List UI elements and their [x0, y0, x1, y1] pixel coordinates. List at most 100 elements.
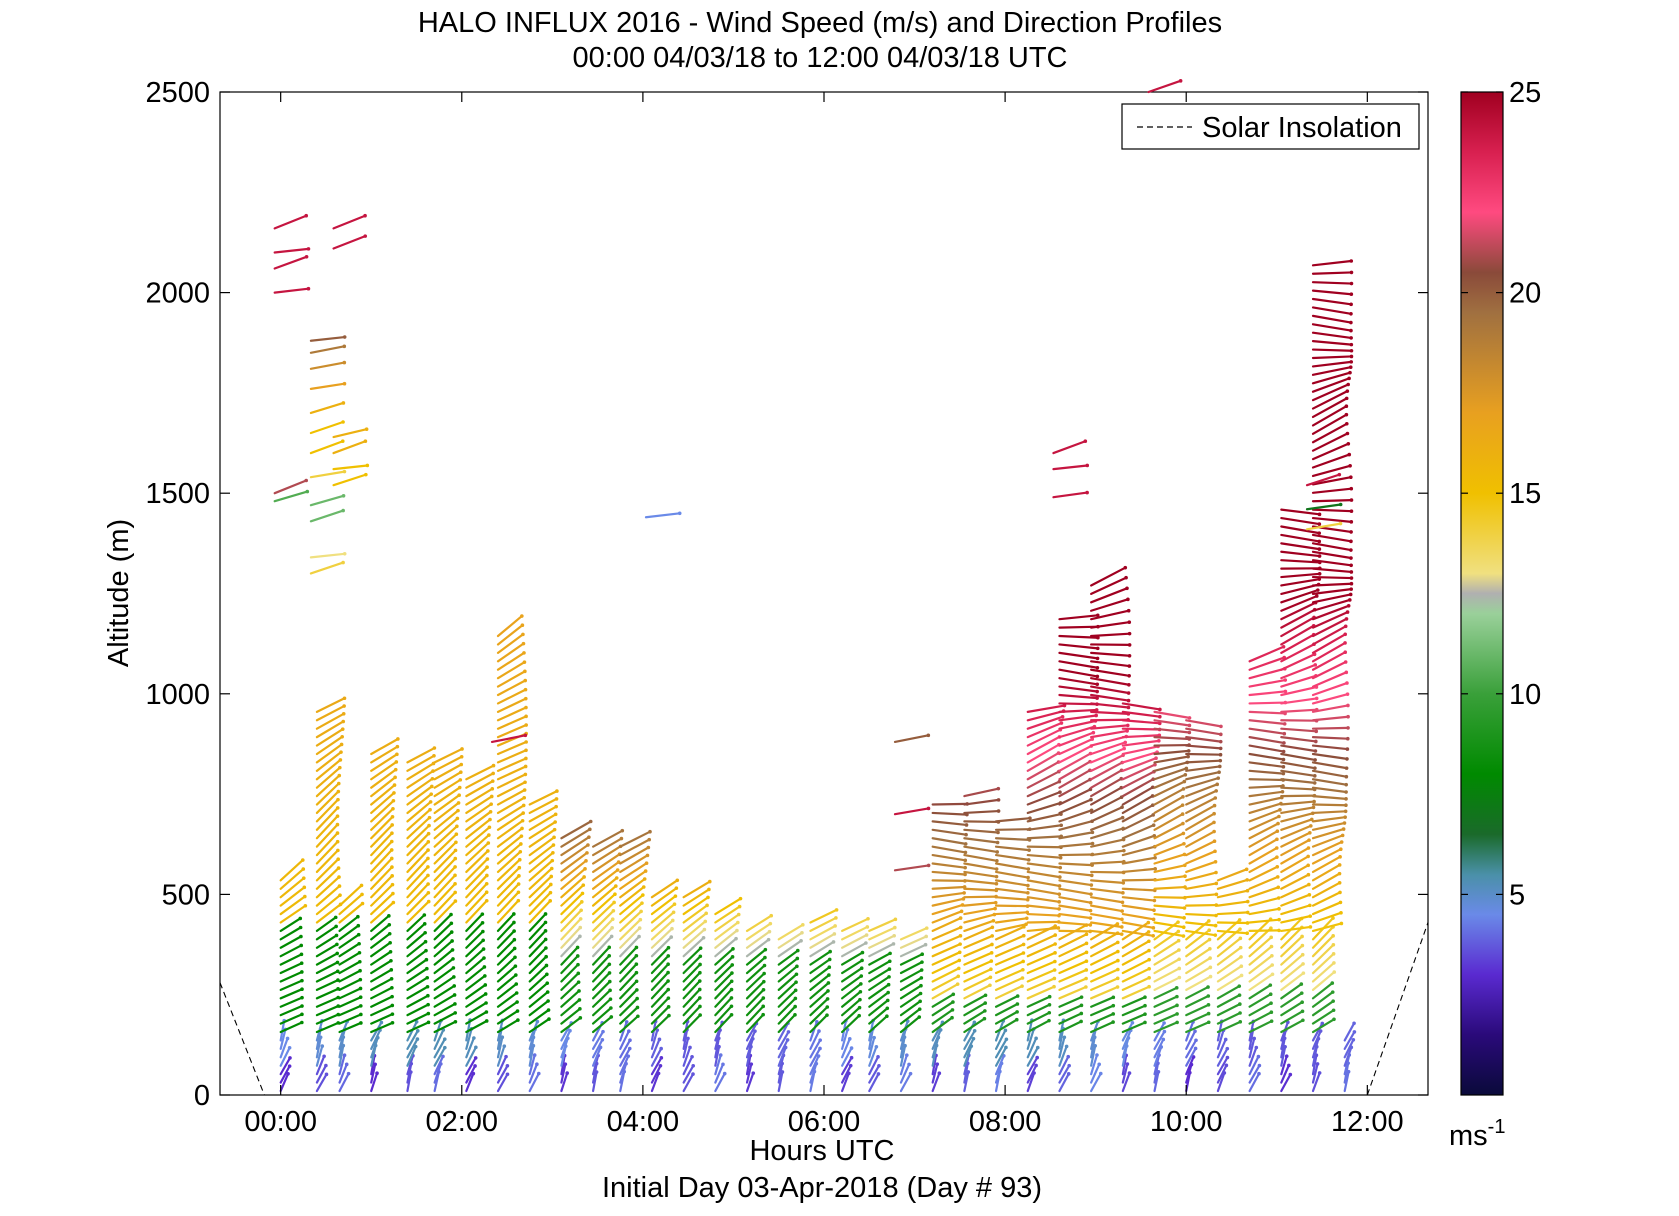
wind-vector-head — [666, 987, 671, 992]
wind-vector — [931, 983, 959, 1000]
wind-vector-head — [473, 1056, 478, 1060]
wind-vector-head — [1270, 972, 1275, 977]
wind-vector — [433, 882, 457, 907]
wind-vector — [370, 977, 393, 991]
wind-vector — [465, 826, 491, 848]
wind-vector-head — [1095, 1053, 1099, 1057]
wind-vector-head — [486, 841, 491, 845]
wind-vector-head — [794, 980, 798, 985]
wind-vector — [1121, 949, 1151, 966]
wind-vector-head — [920, 952, 925, 956]
wind-vector-head — [1177, 966, 1182, 971]
wind-vector — [868, 960, 891, 975]
wind-vector — [1121, 940, 1150, 958]
wind-vector — [1121, 763, 1157, 781]
wind-vector-head — [1313, 758, 1317, 762]
wind-vector — [963, 907, 997, 916]
wind-vector-head — [341, 401, 346, 405]
wind-vector-head — [426, 899, 431, 904]
wind-vector-head — [1225, 1046, 1230, 1051]
wind-vector — [1311, 1009, 1335, 1025]
wind-vector-head — [451, 966, 456, 970]
wind-vector — [465, 772, 495, 789]
wind-vector — [809, 989, 830, 1008]
wind-vector — [1280, 972, 1305, 991]
wind-vector — [315, 866, 340, 890]
wind-vector — [963, 968, 993, 983]
wind-vector-head — [607, 953, 612, 958]
wind-vector — [963, 837, 999, 844]
wind-vector-head — [1269, 926, 1273, 930]
wind-vector-head — [1269, 1001, 1273, 1006]
wind-vector-head — [1219, 724, 1223, 729]
wind-vector — [370, 768, 397, 789]
wind-vector-head — [1015, 1002, 1020, 1006]
wind-vector — [1090, 968, 1119, 983]
wind-vector-head — [423, 939, 428, 944]
wind-vector-head — [300, 970, 304, 974]
wind-vector — [279, 944, 303, 958]
wind-vector-head — [1158, 714, 1162, 719]
wind-vector-head — [1152, 908, 1156, 913]
wind-vector — [560, 926, 582, 949]
wind-vector-head — [1208, 965, 1213, 970]
wind-vector — [994, 904, 1029, 908]
wind-vector-head — [926, 733, 931, 738]
wind-vector-head — [523, 780, 527, 785]
wind-vector — [338, 1027, 347, 1050]
wind-vector — [1280, 508, 1321, 516]
wind-vector — [465, 948, 485, 966]
wind-vector — [868, 926, 896, 941]
wind-vector — [1280, 595, 1318, 612]
wind-vector — [315, 798, 340, 823]
wind-vector-head — [1214, 881, 1219, 886]
wind-vector-head — [390, 815, 395, 819]
wind-vector — [650, 1047, 663, 1067]
wind-vector — [868, 1007, 889, 1025]
wind-vector — [868, 942, 895, 958]
wind-vector-head — [1084, 959, 1089, 963]
wind-vector — [868, 975, 891, 991]
wind-vector-head — [422, 922, 427, 926]
wind-vector — [714, 929, 739, 949]
wind-vector — [1058, 744, 1093, 764]
wind-vector — [963, 895, 998, 899]
wind-vector — [682, 896, 710, 916]
wind-vector-head — [1120, 815, 1125, 820]
wind-vector-head — [864, 941, 868, 945]
wind-vector-head — [287, 1045, 292, 1050]
wind-vector-head — [735, 928, 739, 933]
wind-vector-head — [964, 832, 968, 837]
wind-vector-head — [817, 1029, 821, 1033]
wind-vector — [1311, 499, 1353, 503]
wind-vector — [841, 982, 862, 1000]
wind-vector-head — [1079, 1003, 1084, 1008]
wind-vector — [1311, 840, 1343, 857]
wind-vector — [650, 935, 673, 958]
wind-vector — [591, 935, 613, 958]
wind-vector — [931, 926, 962, 941]
wind-vector — [406, 832, 430, 857]
wind-vector — [1216, 911, 1249, 916]
wind-vector-head — [1338, 847, 1343, 852]
wind-vector — [1248, 907, 1281, 916]
wind-vector-head — [926, 806, 931, 811]
wind-vector — [1280, 839, 1311, 857]
wind-vector — [1153, 787, 1185, 806]
wind-vector — [1058, 651, 1099, 660]
wind-vector — [465, 1010, 488, 1025]
wind-vector — [1058, 968, 1088, 983]
wind-vector — [963, 951, 993, 966]
wind-vector — [1090, 827, 1125, 840]
wind-vector — [560, 998, 581, 1017]
wind-vector — [1216, 1020, 1242, 1034]
wind-vector — [745, 938, 770, 958]
wind-vector-head — [460, 747, 464, 751]
wind-vector-head — [1343, 624, 1348, 629]
wind-vector-head — [1125, 723, 1130, 728]
wind-vector-head — [885, 1014, 889, 1019]
wind-vector-head — [336, 797, 340, 802]
wind-vector — [1090, 761, 1124, 781]
wind-vector-head — [1084, 985, 1088, 989]
wind-vector-head — [335, 822, 340, 827]
